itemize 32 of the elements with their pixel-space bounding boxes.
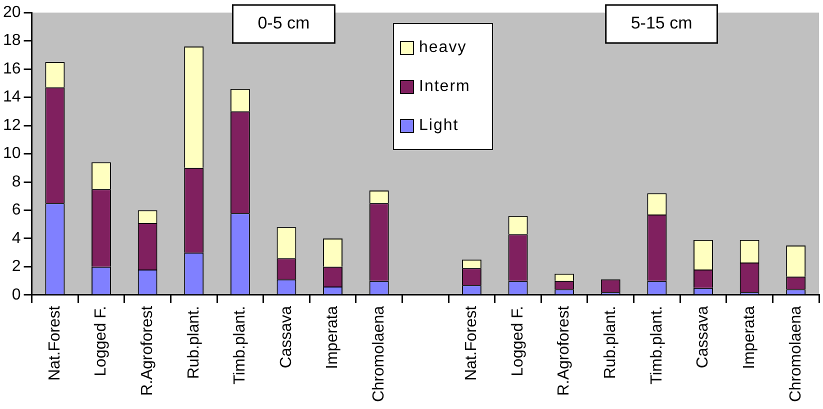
y-tick-label: 12 (3, 116, 21, 134)
y-tick-label: 14 (3, 88, 21, 106)
x-tick-label: Nat.Forest (463, 305, 480, 381)
x-tick-label: Timb.plant. (232, 306, 249, 384)
x-tick-label: R.Agroforest (556, 305, 573, 396)
legend-label: Light (419, 116, 459, 134)
y-tick-label: 20 (3, 4, 21, 22)
x-tick-label: Cassava (278, 306, 295, 368)
x-tick-label: Logged F. (509, 306, 526, 376)
legend-label: Interm (419, 78, 470, 96)
x-tick-label: Chromolaena (787, 306, 804, 402)
x-tick-label: Cassava (694, 306, 712, 368)
y-tick-label: 2 (12, 258, 21, 276)
x-tick-label: Chromolaena (370, 306, 388, 402)
annotation: 5-15 cm (630, 14, 692, 33)
x-tick-label: Imperata (324, 306, 342, 370)
x-tick-label: Timb.plant. (648, 306, 666, 384)
y-tick-label: 8 (12, 173, 21, 190)
x-tick-label: Nat.Forest (46, 305, 64, 381)
legend-label: heavy (419, 38, 467, 56)
y-tick-label: 0 (12, 286, 21, 304)
y-tick-label: 10 (3, 145, 21, 162)
x-tick-label: R.Agroforest (138, 305, 156, 396)
x-tick-label: Rub.plant. (185, 306, 202, 379)
y-tick-label: 16 (3, 60, 21, 78)
y-tick-label: 18 (3, 32, 21, 50)
y-tick-label: 6 (12, 202, 21, 219)
y-tick-label: 4 (12, 230, 21, 247)
x-tick-label: Logged F. (92, 306, 110, 376)
x-tick-label: Imperata (740, 306, 758, 370)
annotation: 0-5 cm (258, 14, 310, 33)
x-tick-label: Rub.plant. (602, 306, 620, 379)
